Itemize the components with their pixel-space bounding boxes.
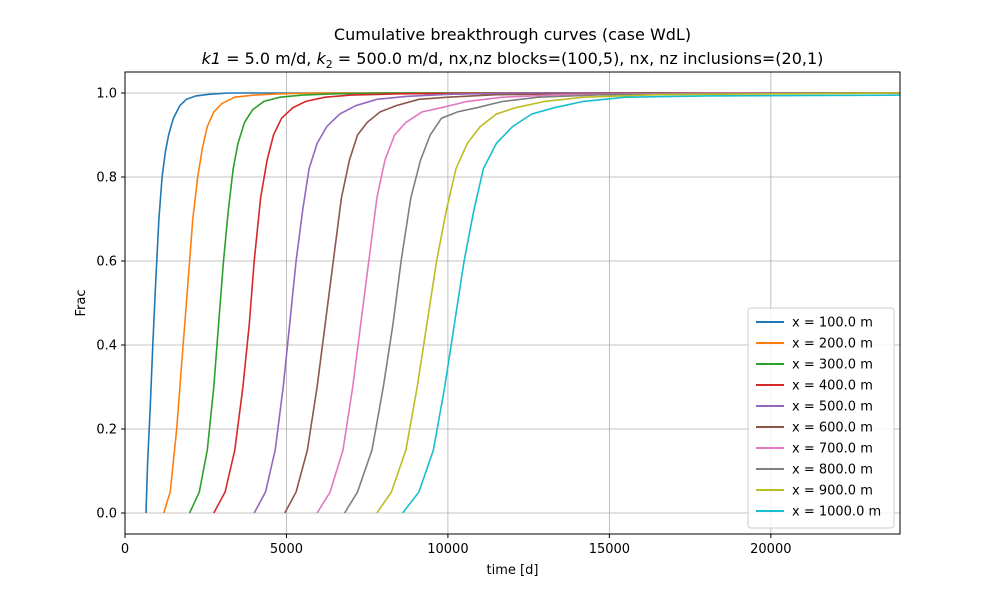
- legend-label: x = 500.0 m: [792, 400, 873, 415]
- series-line-4: [213, 92, 900, 514]
- y-tick-label: 0.6: [96, 255, 117, 270]
- plot-area-frame: [124, 71, 901, 535]
- y-tick-label: 1.0: [96, 87, 117, 102]
- legend-box: [747, 307, 895, 529]
- legend-label: x = 1000.0 m: [792, 505, 881, 520]
- x-axis-ticks: 0 5000 10000 15000 20000: [121, 534, 792, 557]
- series-line-8: [343, 92, 900, 514]
- series-line-9: [376, 92, 900, 514]
- series-line-10: [402, 94, 900, 514]
- legend-label: x = 600.0 m: [792, 421, 873, 436]
- legend-label: x = 300.0 m: [792, 358, 873, 373]
- x-axis-label: time [d]: [487, 563, 539, 578]
- legend-label: x = 200.0 m: [792, 337, 873, 352]
- chart-subtitle: k1 = 5.0 m/d, k2 = 500.0 m/d, nx,nz bloc…: [202, 49, 824, 71]
- series-lines: [145, 92, 900, 514]
- series-line-3: [188, 92, 900, 514]
- legend-label: x = 100.0 m: [792, 316, 873, 331]
- y-tick-label: 0.2: [96, 423, 117, 438]
- legend: x = 100.0 m x = 200.0 m x = 300.0 m x = 400…: [747, 307, 895, 529]
- x-tick-label: 10000: [427, 542, 468, 557]
- legend-label: x = 700.0 m: [792, 442, 873, 457]
- legend-label: x = 400.0 m: [792, 379, 873, 394]
- y-tick-label: 0.8: [96, 171, 117, 186]
- legend-label: x = 900.0 m: [792, 484, 873, 499]
- series-line-5: [253, 92, 900, 514]
- series-line-6: [284, 92, 900, 514]
- x-tick-label: 0: [121, 542, 129, 557]
- series-line-7: [316, 92, 900, 514]
- x-tick-label: 20000: [750, 542, 791, 557]
- x-tick-label: 5000: [270, 542, 303, 557]
- legend-label: x = 800.0 m: [792, 463, 873, 478]
- series-line-2: [163, 92, 900, 514]
- y-axis-ticks: 0.0 0.2 0.4 0.6 0.8 1.0: [96, 87, 125, 522]
- series-line-1: [145, 92, 900, 514]
- chart-title: Cumulative breakthrough curves (case WdL…: [334, 25, 691, 44]
- x-tick-label: 15000: [589, 542, 630, 557]
- y-tick-label: 0.0: [96, 507, 117, 522]
- y-tick-label: 0.4: [96, 339, 117, 354]
- y-axis-label: Frac: [74, 290, 89, 317]
